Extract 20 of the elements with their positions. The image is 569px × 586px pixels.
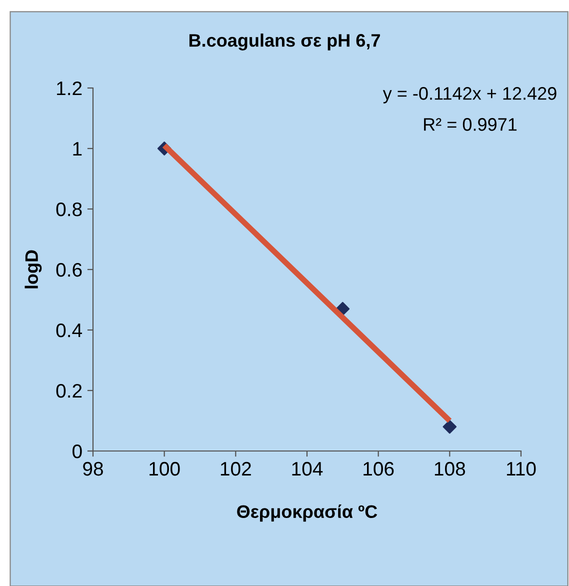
point	[442, 420, 457, 434]
y-axis-title: logD	[24, 250, 42, 288]
y-tick-label: 0.8	[56, 202, 82, 216]
y-tick-label: 1.2	[57, 81, 82, 96]
x-tick-label: 98	[83, 462, 103, 476]
y-tick-label: 0.6	[56, 262, 82, 277]
x-tick-label: 108	[434, 462, 466, 476]
y-tick-label: 0.2	[56, 384, 82, 398]
x-tick-label: 110	[506, 462, 536, 476]
x-tick-label: 104	[292, 462, 323, 476]
y-tick-label: 1	[73, 142, 82, 156]
y-tick-label: 0	[72, 444, 82, 458]
annotation: y = -0.1142x + 12.429	[382, 87, 556, 104]
y-tick-label: 0.4	[56, 323, 82, 338]
x-axis-title: Θερμοκρασία ºC	[237, 504, 378, 522]
x-tick-label: 102	[220, 462, 251, 476]
annotation: R² = 0.9971	[424, 118, 517, 131]
x-tick-label: 106	[364, 462, 394, 476]
chart-title: B.coagulans σε pH 6,7	[189, 34, 380, 50]
x-tick-label: 100	[150, 462, 180, 476]
